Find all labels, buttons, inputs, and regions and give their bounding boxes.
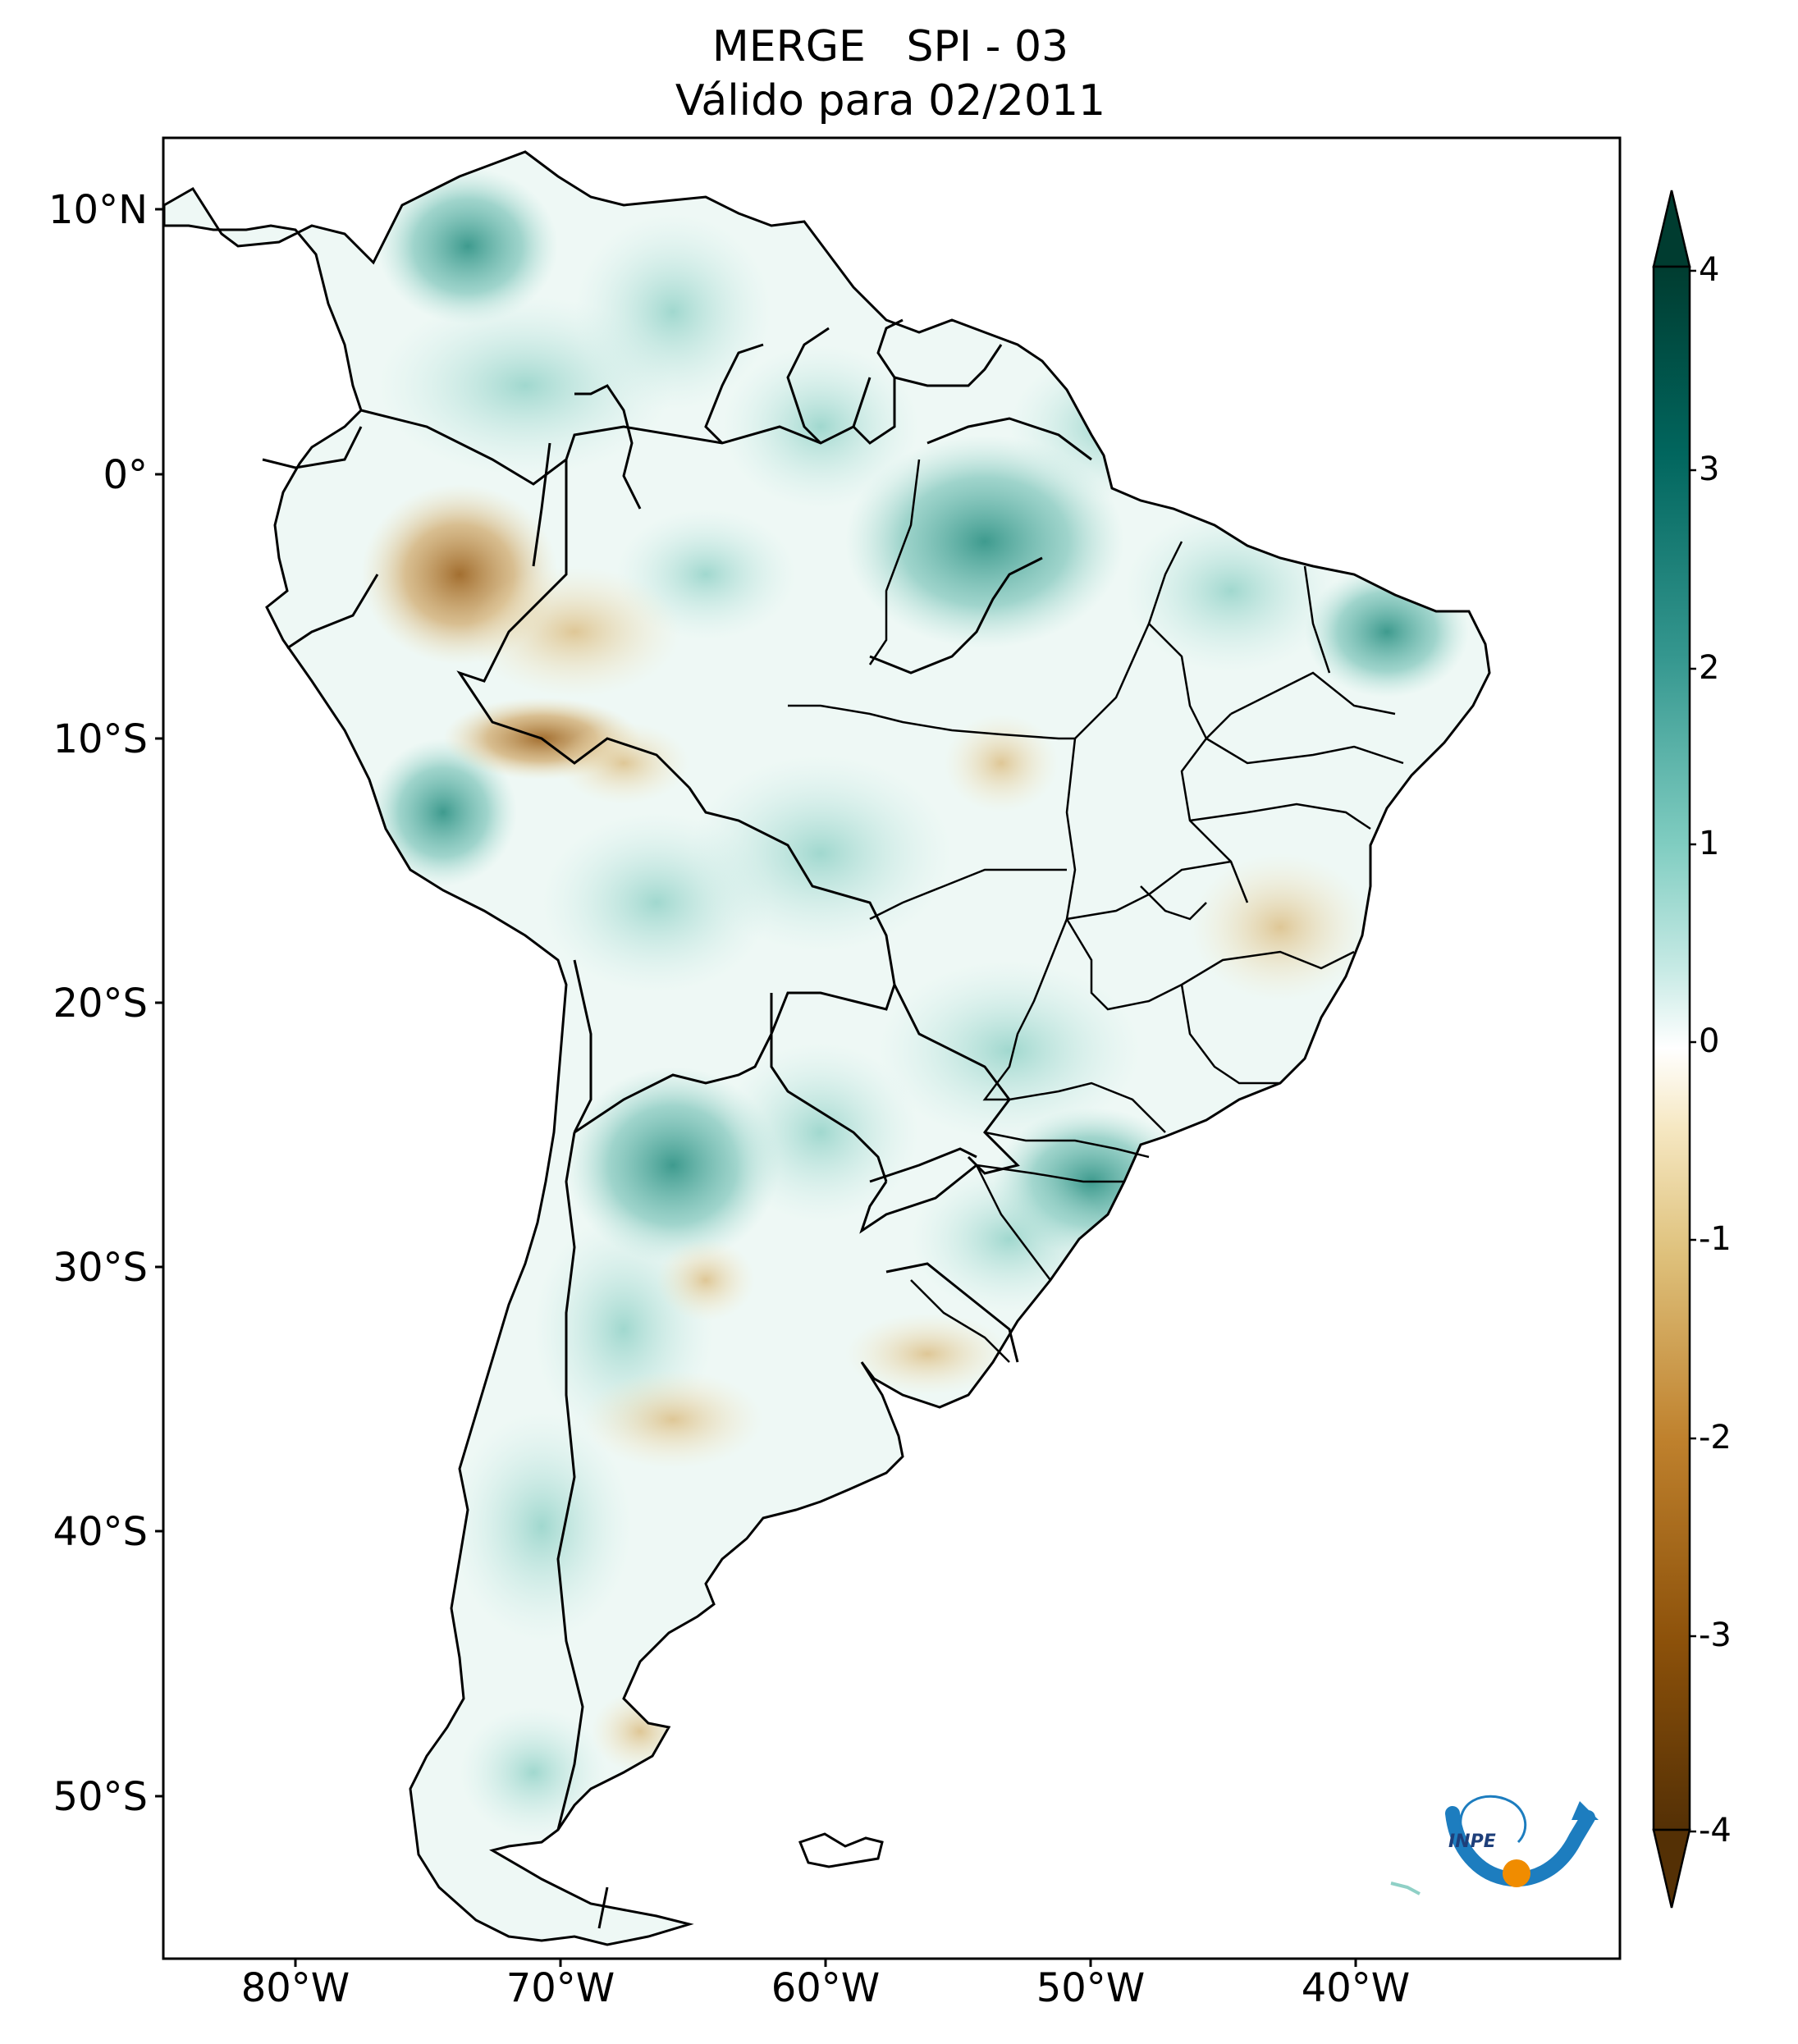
colorbar-label: 0: [1699, 1022, 1720, 1060]
colorbar-label: -1: [1699, 1220, 1732, 1258]
map-title: MERGE SPI - 03: [711, 22, 1069, 71]
lat-label-10n: 10°N: [48, 187, 148, 233]
lat-label-20s: 20°S: [53, 981, 148, 1027]
axis-ticks: [155, 208, 1357, 1967]
inpe-logo: [1445, 1795, 1599, 1887]
colorbar-top-extend: [1652, 190, 1691, 268]
colorbar-ticks: [1690, 269, 1696, 1833]
map-subtitle: Válido para 02/2011: [675, 76, 1106, 126]
state-borders: [788, 459, 1404, 1363]
lat-label-0: 0°: [103, 452, 148, 498]
lat-label-40s: 40°S: [53, 1509, 148, 1555]
colorbar-label: -3: [1699, 1616, 1732, 1654]
islands: [798, 1832, 884, 1868]
lon-label-70w: 70°W: [506, 1965, 615, 2011]
colorbar-label: 1: [1699, 825, 1720, 862]
lon-label-80w: 80°W: [240, 1965, 350, 2011]
colorbar-label: -4: [1699, 1812, 1732, 1850]
logo-sun-icon: [1503, 1859, 1530, 1887]
logo-arrow-icon: [1572, 1801, 1599, 1820]
lon-label-50w: 50°W: [1036, 1965, 1146, 2011]
colorbar-label: -2: [1699, 1419, 1732, 1456]
colorbar-bottom-extend: [1652, 1828, 1691, 1909]
country-borders: [262, 318, 1092, 1929]
lat-label-30s: 30°S: [53, 1245, 148, 1291]
lon-label-60w: 60°W: [771, 1965, 881, 2011]
logo-orbit-icon: [1459, 1795, 1527, 1844]
colorbar: [1652, 190, 1696, 1909]
logo-text: INPE: [1448, 1831, 1496, 1852]
lat-label-50s: 50°S: [53, 1774, 148, 1820]
colorbar-label: 4: [1699, 251, 1720, 289]
colorbar-body: [1652, 265, 1691, 1831]
lon-label-40w: 40°W: [1301, 1965, 1411, 2011]
colorbar-label: 2: [1699, 649, 1720, 687]
lat-label-10s: 10°S: [53, 716, 148, 762]
colorbar-label: 3: [1699, 450, 1720, 488]
